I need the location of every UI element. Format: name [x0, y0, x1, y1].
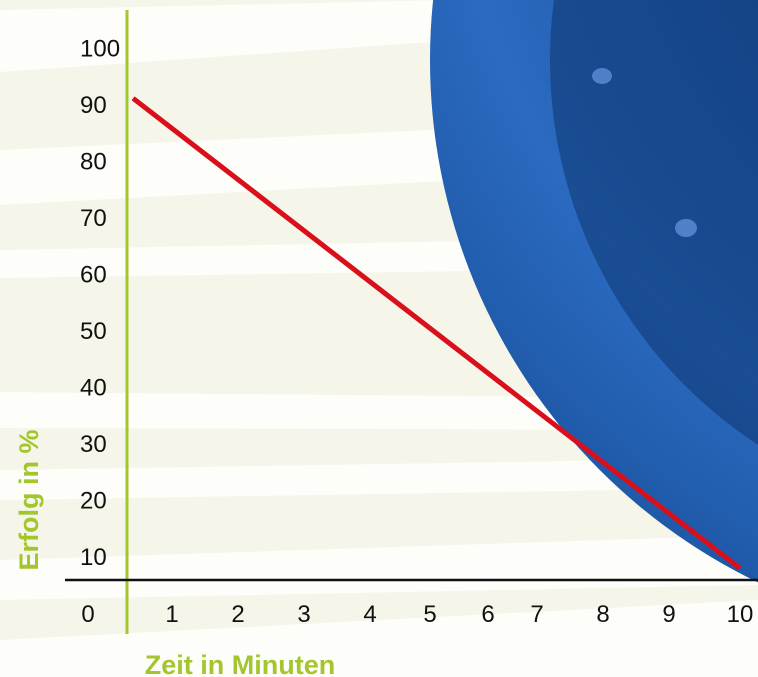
- tick-labels: 0 1 2 3 4 5 6 7 8 9 10 10 20 30 40 50 60 70 80 90 100: [80, 36, 753, 629]
- x-tick-label: 0: [81, 601, 94, 628]
- blue-disc-decoration: [430, 0, 758, 583]
- y-tick-label: 60: [80, 262, 107, 289]
- x-tick-label: 5: [423, 601, 436, 628]
- x-tick-label: 3: [297, 601, 310, 628]
- y-tick-label: 20: [80, 488, 107, 515]
- y-axis-title: Erfolg in %: [14, 430, 44, 571]
- background-band: [0, 535, 758, 600]
- x-tick-label: 6: [481, 601, 494, 628]
- x-tick-label: 8: [596, 601, 609, 628]
- y-tick-label: 70: [80, 205, 107, 232]
- background-band: [0, 128, 500, 205]
- x-tick-label: 1: [165, 601, 178, 628]
- background-band: [0, 0, 460, 72]
- x-tick-label: 7: [530, 601, 543, 628]
- axes: [65, 10, 758, 634]
- background-band: [0, 392, 720, 430]
- y-tick-label: 100: [80, 36, 120, 63]
- disc-dimple: [675, 219, 697, 237]
- x-tick-label: 2: [231, 601, 244, 628]
- x-tick-label: 4: [363, 601, 376, 628]
- y-tick-label: 10: [80, 544, 107, 571]
- series: [131, 96, 742, 571]
- background-band: [0, 240, 540, 278]
- blue-disc-inner: [550, 0, 758, 445]
- y-tick-label: 80: [80, 149, 107, 176]
- y-tick-label: 30: [80, 431, 107, 458]
- background-band: [0, 458, 758, 500]
- background-band: [0, 600, 758, 677]
- y-tick-label: 90: [80, 92, 107, 119]
- y-tick-label: 50: [80, 318, 107, 345]
- y-tick-label: 40: [80, 375, 107, 402]
- x-axis-title: Zeit in Minuten: [145, 650, 335, 677]
- disc-dimple: [592, 68, 612, 84]
- x-tick-label: 9: [662, 601, 675, 628]
- x-tick-label: 10: [727, 601, 754, 628]
- series-line: [131, 96, 742, 571]
